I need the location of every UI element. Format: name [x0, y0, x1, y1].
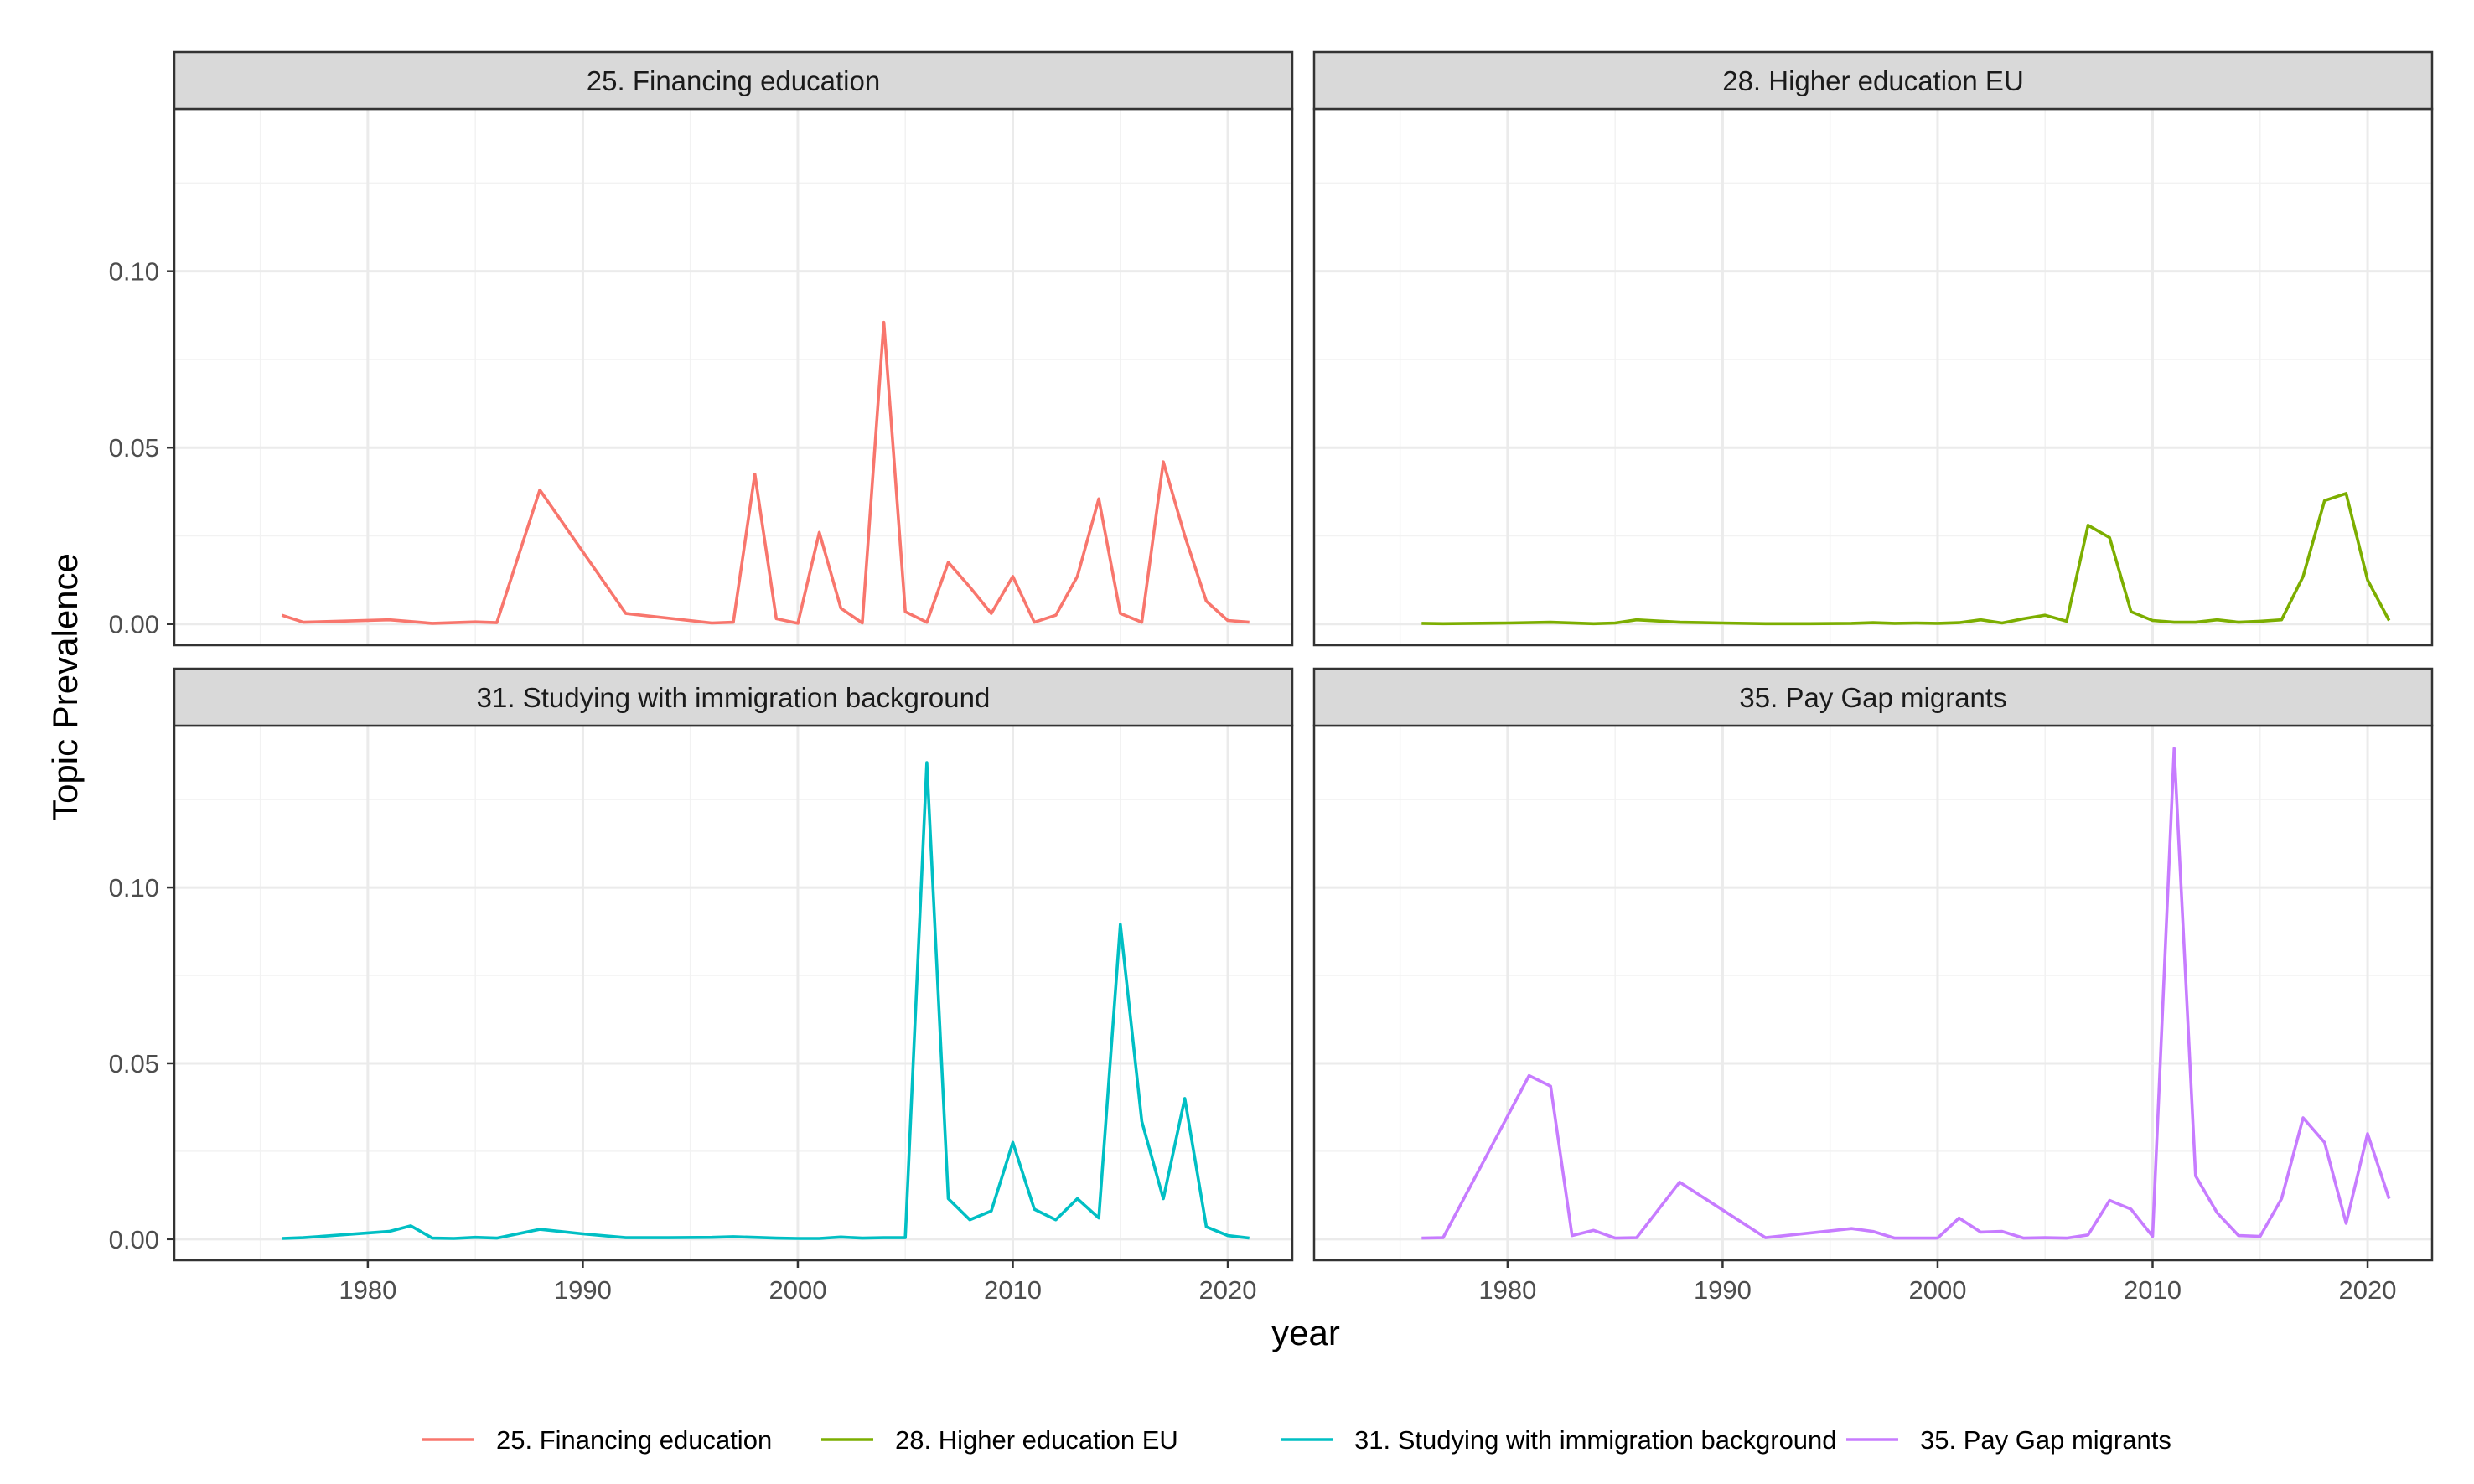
x-tick-label: 2010 — [2124, 1275, 2182, 1305]
legend-item: 35. Pay Gap migrants — [1846, 1425, 2171, 1455]
facet-strip: 31. Studying with immigration background — [173, 667, 1294, 727]
y-tick-label: 0.10 — [109, 873, 159, 902]
legend-label: 31. Studying with immigration background — [1354, 1425, 1837, 1455]
legend-item: 28. Higher education EU — [821, 1425, 1178, 1455]
facet-strip-background — [1312, 667, 2434, 727]
legend-item: 31. Studying with immigration background — [1281, 1425, 1837, 1455]
y-tick-label: 0.00 — [109, 610, 159, 639]
facet-strip: 35. Pay Gap migrants — [1312, 667, 2434, 727]
facet-strip: 28. Higher education EU — [1312, 50, 2434, 111]
x-tick-label: 2000 — [769, 1275, 826, 1305]
panel-background — [1314, 726, 2432, 1260]
y-tick-label: 0.10 — [109, 257, 159, 287]
y-tick-label: 0.05 — [109, 1049, 159, 1078]
legend-label: 28. Higher education EU — [895, 1425, 1178, 1455]
y-tick-label: 0.05 — [109, 433, 159, 463]
x-tick-label: 1980 — [339, 1275, 396, 1305]
legend-item: 25. Financing education — [422, 1425, 772, 1455]
x-tick-label: 1990 — [554, 1275, 612, 1305]
x-tick-label: 1990 — [1694, 1275, 1752, 1305]
facet-strip-title: 25. Financing education — [587, 65, 880, 96]
legend-label: 25. Financing education — [496, 1425, 772, 1455]
facet-strip-title: 35. Pay Gap migrants — [1739, 682, 2006, 713]
series-line-3 — [282, 761, 1250, 1240]
legend: 25. Financing education 28. Higher educat… — [422, 1425, 2171, 1455]
facet-strip-background — [173, 50, 1294, 111]
facet-strip: 25. Financing education — [173, 50, 1294, 111]
facet-strip-title: 28. Higher education EU — [1722, 65, 2024, 96]
x-tick-label: 2020 — [2339, 1275, 2397, 1305]
series-line-1 — [281, 320, 1250, 625]
panel-background — [174, 726, 1292, 1260]
panel-1: 25. Financing education — [173, 50, 1294, 647]
x-axis-title: year — [1271, 1313, 1340, 1352]
y-tick-label: 0.00 — [109, 1225, 159, 1254]
x-tick-label: 2000 — [1908, 1275, 1966, 1305]
panel-background — [174, 109, 1292, 645]
panel-4: 35. Pay Gap migrants — [1312, 667, 2434, 1262]
legend-label: 35. Pay Gap migrants — [1920, 1425, 2171, 1455]
x-tick-label: 2020 — [1199, 1275, 1257, 1305]
panel-background — [1314, 109, 2432, 645]
series-line-2 — [1421, 492, 2391, 626]
x-tick-label: 1980 — [1478, 1275, 1536, 1305]
facet-panels: 25. Financing education 28. Higher educat… — [173, 50, 2434, 1262]
panel-2: 28. Higher education EU — [1312, 50, 2434, 647]
x-tick-label: 2010 — [984, 1275, 1042, 1305]
facet-strip-background — [1312, 50, 2434, 111]
facet-strip-title: 31. Studying with immigration background — [477, 682, 991, 713]
facet-strip-background — [173, 667, 1294, 727]
series-line-4 — [1421, 747, 2391, 1240]
y-axis-title: Topic Prevalence — [45, 553, 85, 821]
panel-3: 31. Studying with immigration background — [173, 667, 1294, 1262]
axes: 0.00 0.05 0.10 0.00 0.05 0.10 1980 1990 2000 2010… — [109, 257, 2397, 1305]
